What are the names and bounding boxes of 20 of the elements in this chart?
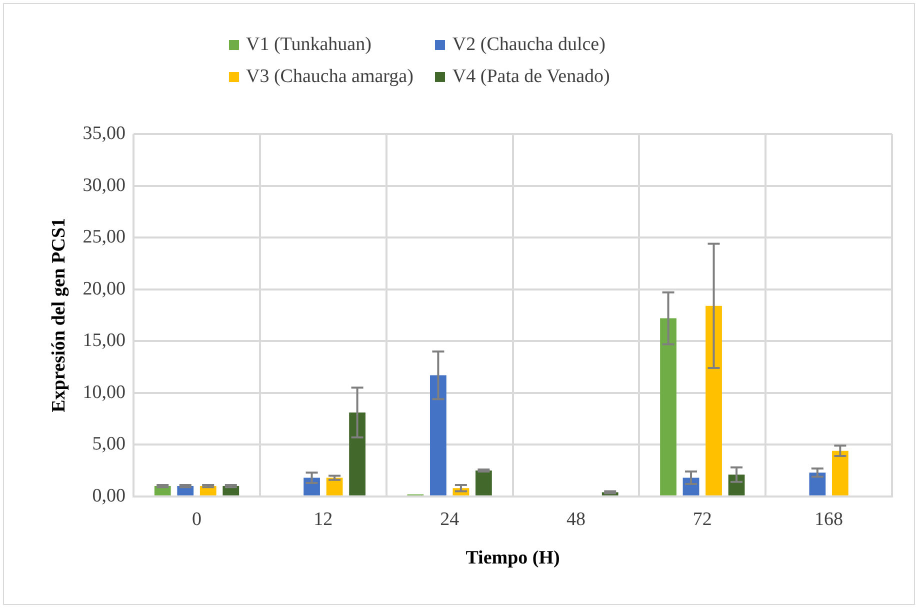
x-axis-title: Tiempo (H) bbox=[466, 548, 560, 569]
y-tick-label: 0,00 bbox=[92, 485, 126, 506]
x-tick-label: 48 bbox=[566, 508, 586, 530]
x-tick-label: 72 bbox=[692, 508, 712, 530]
x-tick-label: 168 bbox=[814, 508, 844, 530]
legend-label: V1 (Tunkahuan) bbox=[246, 34, 372, 56]
legend-label: V2 (Chaucha dulce) bbox=[452, 34, 606, 56]
x-tick-label: 24 bbox=[440, 508, 460, 530]
legend-label: V3 (Chaucha amarga) bbox=[246, 66, 414, 88]
x-tick-label: 0 bbox=[192, 508, 202, 530]
y-tick-label: 5,00 bbox=[92, 434, 126, 455]
x-tick-label: 12 bbox=[314, 508, 333, 530]
y-tick-label: 30,00 bbox=[82, 174, 126, 196]
y-tick-label: 25,00 bbox=[82, 226, 126, 248]
y-tick-label: 35,00 bbox=[82, 122, 126, 144]
y-tick-label: 20,00 bbox=[82, 278, 126, 300]
legend-label: V4 (Pata de Venado) bbox=[452, 66, 610, 88]
y-axis-title: Expresión del gen PCS1 bbox=[48, 218, 70, 412]
y-tick-label: 15,00 bbox=[82, 330, 126, 352]
y-tick-label: 10,00 bbox=[82, 382, 126, 403]
